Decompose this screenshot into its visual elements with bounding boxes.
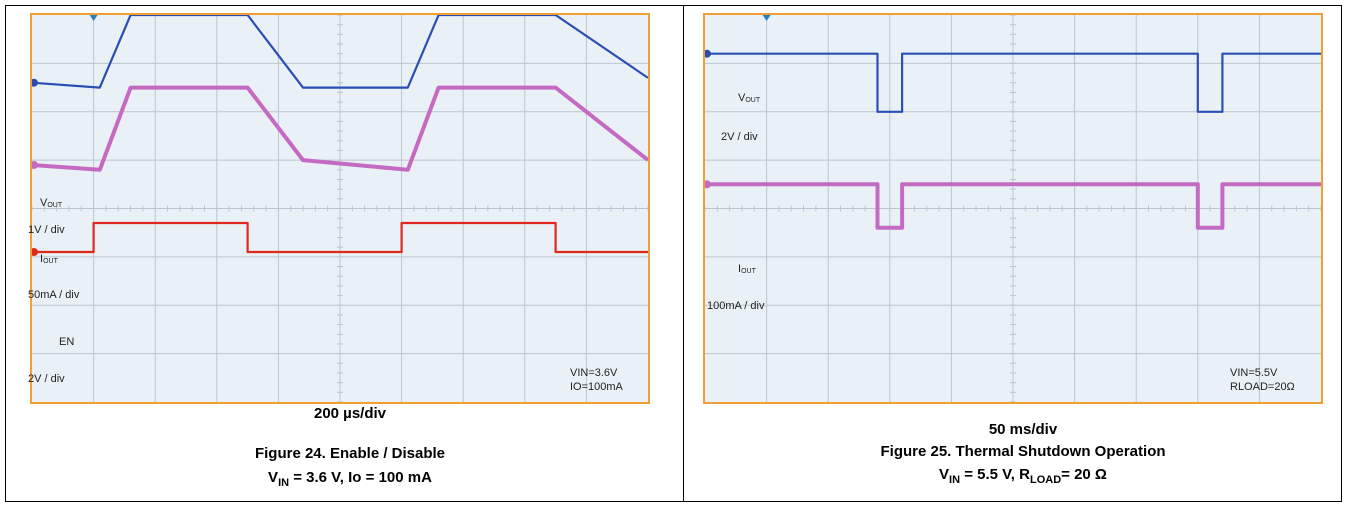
- iout-scale: 100mA / div: [707, 300, 765, 312]
- graticule: [32, 15, 648, 402]
- channel-marker-en: [32, 248, 38, 257]
- iout-scale: 50mA / div: [28, 289, 80, 301]
- trace-vout: [32, 15, 648, 89]
- condition-note-io: IO=100mA: [570, 381, 623, 393]
- trigger-marker: [89, 15, 98, 21]
- iout-label: IOUT: [738, 263, 756, 275]
- scope-screen-enable-disable: VOUT 1V / div IOUT 50mA / div EN 2V / di…: [28, 13, 650, 404]
- timebase-label: 50 ms/div: [988, 421, 1058, 438]
- channel-marker-vout: [32, 78, 38, 87]
- scope-plot-enable-disable: [32, 15, 648, 402]
- figure-title: Figure 25. Thermal Shutdown Operation: [880, 443, 1166, 460]
- trace-iout: [705, 182, 1321, 230]
- trace-iout: [32, 85, 648, 172]
- figure-title: Figure 24. Enable / Disable: [254, 445, 446, 462]
- scope-screen-thermal-shutdown: VOUT 2V / div IOUT 100mA / div VIN=5.5V …: [703, 13, 1323, 404]
- vout-scale: 2V / div: [721, 131, 758, 143]
- scope-plot-thermal-shutdown: [705, 15, 1321, 402]
- figure-frame: [5, 5, 1342, 502]
- condition-note-vin: VIN=3.6V: [570, 367, 618, 379]
- vout-label: VOUT: [738, 92, 761, 104]
- trace-vout: [705, 52, 1321, 113]
- vout-label: VOUT: [40, 197, 63, 209]
- panel-divider: [683, 5, 684, 502]
- channel-marker-iout: [705, 180, 711, 189]
- graticule: [705, 15, 1321, 402]
- trigger-marker: [762, 15, 771, 21]
- condition-note-vin: VIN=5.5V: [1230, 367, 1278, 379]
- channel-marker-vout: [705, 49, 711, 58]
- condition-note-rload: RLOAD=20Ω: [1230, 381, 1295, 393]
- en-label: EN: [59, 336, 75, 348]
- figure-conditions: VIN = 3.6 V, Io = 100 mA: [268, 469, 432, 489]
- trace-en: [32, 221, 648, 254]
- channel-marker-iout: [32, 160, 38, 169]
- en-scale: 2V / div: [28, 373, 65, 385]
- vout-scale: 1V / div: [28, 224, 65, 236]
- figure-conditions: VIN = 5.5 V, RLOAD= 20 Ω: [939, 466, 1107, 486]
- iout-label: IOUT: [40, 253, 58, 265]
- timebase-label: 200 µs/div: [313, 405, 387, 422]
